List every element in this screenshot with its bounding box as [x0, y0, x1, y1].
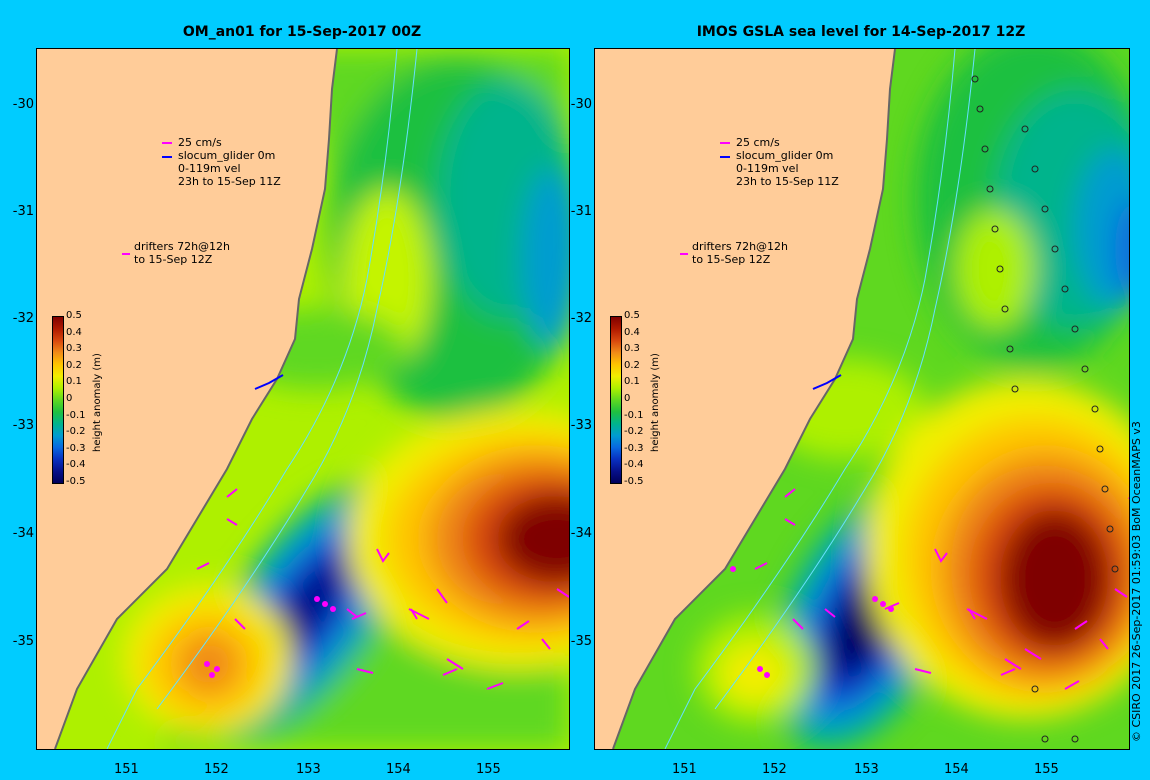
lon-label: 154 — [944, 762, 969, 777]
vector-legend-right: 25 cm/s slocum_glider 0m 0-119m vel 23h … — [720, 136, 839, 188]
colorbar-tick-label: 0.5 — [624, 310, 640, 321]
lon-label: 153 — [296, 762, 321, 777]
map-panel-right — [594, 48, 1130, 750]
colorbar-tick-label: -0.4 — [66, 459, 86, 471]
drifter-label: drifters 72h@12h — [692, 240, 789, 253]
colorbar-title-right: height anomaly (m) — [650, 353, 661, 452]
colorbar-tick-label: 0.2 — [66, 359, 82, 371]
map-left-svg — [37, 49, 569, 749]
glider-vector-icon — [720, 156, 730, 158]
drifter-time-label: to 15-Sep 12Z — [134, 253, 213, 266]
glider-time-label: 23h to 15-Sep 11Z — [178, 175, 281, 188]
lat-label: -35 — [12, 634, 34, 649]
colorbar-tick-label: -0.2 — [66, 426, 86, 438]
vector-scale-label: 25 cm/s — [178, 136, 222, 149]
colorbar-tick-label: -0.2 — [624, 426, 644, 438]
colorbar-tick-label: 0.3 — [66, 343, 82, 355]
lat-label: -32 — [12, 311, 34, 326]
lat-label: -34 — [570, 526, 592, 541]
colorbar-title-left: height anomaly (m) — [92, 353, 103, 452]
lon-label: 152 — [762, 762, 787, 777]
lat-label: -30 — [12, 97, 34, 112]
lon-label: 151 — [114, 762, 139, 777]
vector-scale-icon — [162, 142, 172, 144]
colorbar-tick-label: 0.4 — [66, 326, 82, 338]
colorbar-tick-label: -0.3 — [66, 442, 86, 454]
lat-label: -34 — [12, 526, 34, 541]
colorbar-tick-label: 0.5 — [66, 310, 82, 321]
drifter-icon — [122, 253, 130, 255]
colorbar-tick-label: 0.2 — [624, 359, 640, 371]
drifter-label: drifters 72h@12h — [134, 240, 231, 253]
glider-depth-label: 0-119m vel — [178, 162, 241, 175]
drifter-legend-left: drifters 72h@12h to 15-Sep 12Z — [122, 240, 230, 266]
map-right-svg — [595, 49, 1129, 749]
colorbar-left — [52, 316, 64, 484]
panel-title-right: IMOS GSLA sea level for 14-Sep-2017 12Z — [696, 24, 1026, 40]
glider-label: slocum_glider 0m — [178, 149, 276, 162]
drifter-time-label: to 15-Sep 12Z — [692, 253, 771, 266]
colorbar-right — [610, 316, 622, 484]
drifter-icon — [680, 253, 688, 255]
glider-time-label: 23h to 15-Sep 11Z — [736, 175, 839, 188]
colorbar-tick-label: -0.4 — [624, 459, 644, 471]
colorbar-tick-label: 0.4 — [624, 326, 640, 338]
panel-title-left: OM_an01 for 15-Sep-2017 00Z — [182, 24, 422, 40]
colorbar-tick-label: -0.5 — [66, 476, 86, 487]
colorbar-tick-label: 0.1 — [624, 376, 640, 388]
vector-legend-left: 25 cm/s slocum_glider 0m 0-119m vel 23h … — [162, 136, 281, 188]
glider-vector-icon — [162, 156, 172, 158]
lat-label: -35 — [570, 634, 592, 649]
colorbar-tick-label: -0.1 — [624, 409, 644, 421]
colorbar-tick-label: -0.5 — [624, 476, 644, 487]
colorbar-tick-label: 0.3 — [624, 343, 640, 355]
lon-label: 155 — [1034, 762, 1059, 777]
colorbar-tick-label: -0.3 — [624, 442, 644, 454]
colorbar-tick-label: 0 — [66, 393, 73, 404]
lon-label: 155 — [476, 762, 501, 777]
lon-label: 151 — [672, 762, 697, 777]
lat-label: -33 — [12, 418, 34, 433]
lat-label: -32 — [570, 311, 592, 326]
vector-scale-label: 25 cm/s — [736, 136, 780, 149]
vector-scale-icon — [720, 142, 730, 144]
lat-label: -33 — [570, 418, 592, 433]
credit-text: © CSIRO 2017 26-Sep-2017 01:59:03 BoM Oc… — [1130, 421, 1143, 742]
glider-label: slocum_glider 0m — [736, 149, 834, 162]
glider-depth-label: 0-119m vel — [736, 162, 799, 175]
lon-label: 154 — [386, 762, 411, 777]
colorbar-tick-label: 0 — [624, 393, 631, 404]
map-panel-left — [36, 48, 570, 750]
drifter-legend-right: drifters 72h@12h to 15-Sep 12Z — [680, 240, 788, 266]
lon-label: 153 — [854, 762, 879, 777]
lat-label: -31 — [12, 204, 34, 219]
lon-label: 152 — [204, 762, 229, 777]
colorbar-tick-label: 0.1 — [66, 376, 82, 388]
lat-label: -30 — [570, 97, 592, 112]
colorbar-tick-label: -0.1 — [66, 409, 86, 421]
lat-label: -31 — [570, 204, 592, 219]
